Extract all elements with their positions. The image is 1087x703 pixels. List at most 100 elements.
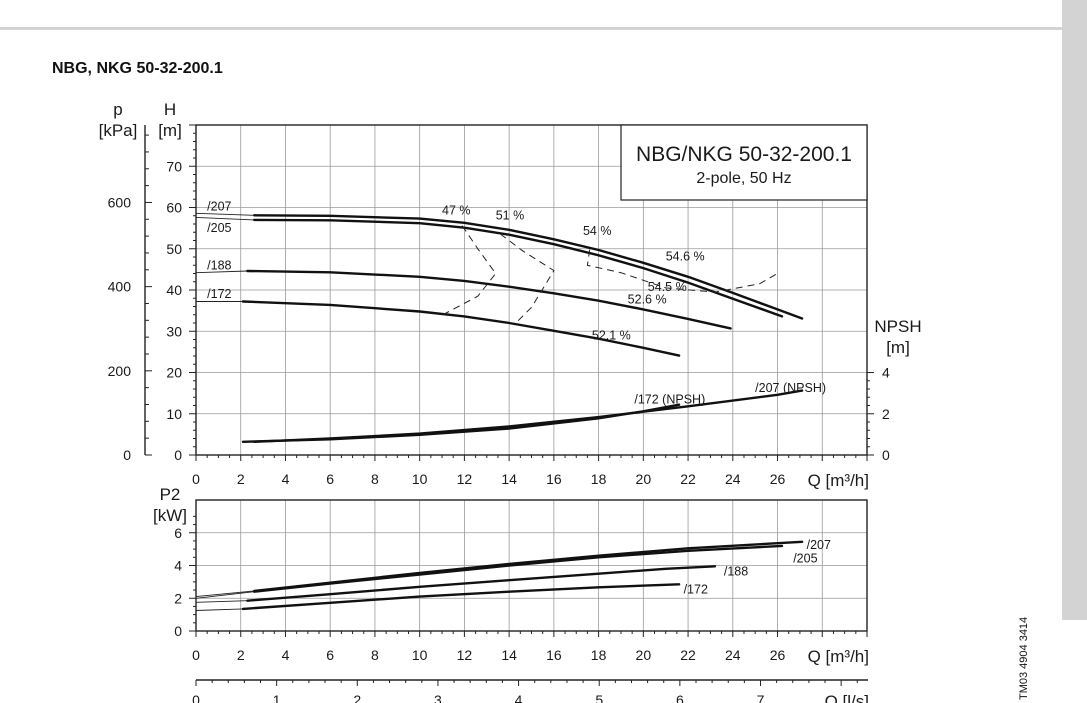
flow-ls-tick-label: 7 [757,692,765,703]
x-tick-label: 0 [192,471,200,487]
page-title: NBG, NKG 50-32-200.1 [52,60,223,77]
npsh-tick-label: 0 [882,447,890,463]
x-tick-label: 14 [501,647,517,663]
x-tick-label: 6 [326,471,334,487]
x-tick-label: 4 [282,471,290,487]
curve-lead-207 [195,590,255,598]
x-tick-label: 10 [412,647,428,663]
p2-tick-label: 2 [174,590,182,606]
efficiency-contour [441,225,497,316]
x-tick-label: 8 [371,471,379,487]
h-tick-label: 10 [166,406,182,422]
labels-layer: 0 2 4 6 8 10 12 14 16 18 20 22 24 26 Q [m³/h]0 2 4 6 8 10 12… [99,100,922,703]
x-tick-label: 26 [770,647,786,663]
p2-axis-unit: [kW] [153,506,187,525]
x-tick-label: 18 [591,471,607,487]
x-axis-label: Q [m³/h] [808,647,869,666]
x-tick-label: 26 [770,471,786,487]
efficiency-label: 54 % [583,224,612,238]
flow-ls-tick-label: 0 [192,692,200,703]
x-tick-label: 2 [237,647,245,663]
efficiency-label: 52.1 % [592,329,631,343]
p2-tick-label: 0 [174,623,182,639]
curves-layer [195,212,804,611]
top-divider [0,27,1062,30]
npsh-axis-unit: [m] [886,338,910,357]
x-tick-label: 16 [546,647,562,663]
x-tick-label: 0 [192,647,200,663]
h-tick-label: 50 [166,241,182,257]
curve-205 [253,544,784,593]
series-label: /205 [793,551,817,565]
curve-172npsh [241,403,681,443]
curve-188 [246,269,732,330]
flow-ls-tick-label: 6 [676,692,684,703]
curve-207 [253,214,804,320]
series-label: /172 [684,582,708,596]
efficiency-label: 52.6 % [628,292,667,306]
x-tick-label: 22 [680,647,696,663]
curve-lead-172 [195,608,244,611]
curve-lead-207 [195,212,255,216]
series-label: /172 (NPSH) [634,392,705,406]
h-tick-label: 60 [166,200,182,216]
p-tick-label: 600 [108,194,132,210]
x-tick-label: 18 [591,647,607,663]
grid-layer [196,125,867,631]
curve-lead-188 [195,600,248,603]
p2-tick-label: 4 [174,558,182,574]
axes-layer [144,124,874,686]
curve-lead-205 [195,591,255,599]
p-tick-label: 400 [108,279,132,295]
p-axis-label: p [113,100,122,119]
curve-188 [246,565,717,602]
efficiency-contour [499,233,555,324]
efficiency-contour [586,249,778,293]
series-label: /207 [807,538,831,552]
flow-ls-tick-label: 3 [434,692,442,703]
legend-subtitle: 2-pole, 50 Hz [696,170,791,187]
x-tick-label: 12 [457,647,473,663]
h-tick-label: 0 [174,447,182,463]
x-tick-label: 20 [636,471,652,487]
x-tick-label: 6 [326,647,334,663]
curve-205 [253,218,784,318]
curve-lead-188 [195,270,248,274]
p2-axis-label: P2 [160,485,181,504]
x-tick-label: 22 [680,471,696,487]
x-tick-label: 4 [282,647,290,663]
x-axis-label: Q [m³/h] [808,471,869,490]
series-label: /188 [207,258,231,272]
x-tick-label: 16 [546,471,562,487]
efficiency-label: 54.5 % [648,280,687,294]
h-tick-label: 40 [166,282,182,298]
flow-ls-tick-label: 5 [595,692,603,703]
series-label: /207 [207,199,231,213]
x-tick-label: 12 [457,471,473,487]
curve-207npsh [253,389,804,443]
efficiency-label: 47 % [442,204,471,218]
npsh-tick-label: 4 [882,365,890,381]
flow-ls-axis-label: Q [l/s] [825,692,869,703]
flow-ls-tick-label: 4 [515,692,523,703]
curve-172 [241,583,681,611]
x-tick-label: 24 [725,471,741,487]
x-tick-label: 2 [237,471,245,487]
h-tick-label: 30 [166,323,182,339]
flow-ls-tick-label: 2 [353,692,361,703]
p-axis-unit: [kPa] [99,121,138,140]
p-tick-label: 0 [123,447,131,463]
npsh-axis-label: NPSH [874,317,921,336]
series-label: /172 [207,287,231,301]
efficiency-label: 54.6 % [666,249,705,263]
series-label: /188 [724,564,748,578]
x-tick-label: 10 [412,471,428,487]
curve-lead-205 [195,216,255,221]
x-tick-label: 20 [636,647,652,663]
efficiency-label: 51 % [496,209,525,223]
p2-tick-label: 6 [174,525,182,541]
series-label: /207 (NPSH) [755,381,826,395]
h-axis-unit: [m] [158,121,182,140]
p-tick-label: 200 [108,363,132,379]
legend-box [620,124,868,201]
